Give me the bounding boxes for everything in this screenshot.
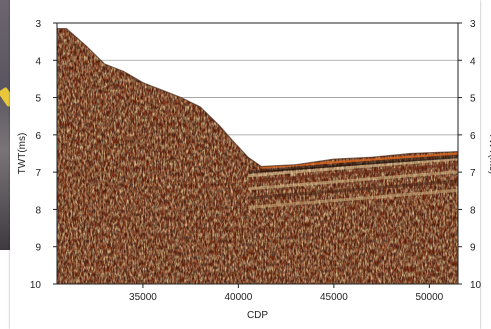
x-tick-label: 50000 [415, 292, 443, 303]
sediment-band [247, 162, 458, 183]
y-tick-label-left: 4 [35, 56, 41, 67]
y-tick-label-left: 7 [35, 168, 41, 179]
y-tick-label-left: 5 [35, 94, 41, 105]
sediment-band [247, 170, 458, 191]
x-tick-label: 40000 [224, 292, 252, 303]
sediment-band [247, 179, 458, 200]
x-tick-label: 35000 [129, 292, 157, 303]
seafloor-line [56, 27, 459, 168]
y-tick-label-right: 3 [470, 19, 476, 30]
y-tick-label-right: 5 [470, 94, 476, 105]
y-tick-label-right: 8 [470, 205, 476, 216]
plot-border [56, 22, 459, 285]
seafloor-reflector-dark [261, 156, 458, 173]
y-tick-label-left: 3 [35, 19, 41, 30]
y-tick-label-right: 6 [470, 131, 476, 142]
y-tick-label-right: 9 [470, 243, 476, 254]
plot-area [56, 23, 459, 284]
seafloor-reflector [261, 152, 458, 169]
axes: 3 3 4 4 5 5 6 6 7 7 8 8 9 9 10 10 35000 40000 45000 50000 CD… [17, 19, 491, 321]
sediment-band [247, 157, 458, 178]
y-tick-label-left: 10 [30, 280, 42, 291]
y-tick-label-left: 9 [35, 243, 41, 254]
y-tick-label-left: 6 [35, 131, 41, 142]
y-axis-label-right: TWT(ms) [487, 133, 491, 175]
y-tick-label-right: 10 [470, 280, 482, 291]
y-tick-label-right: 4 [470, 56, 476, 67]
y-axis-label: TWT(ms) [17, 133, 28, 175]
x-tick-label: 45000 [320, 292, 348, 303]
sediment-band [247, 188, 458, 209]
y-tick-label-right: 7 [470, 168, 476, 179]
x-axis-label: CDP [247, 310, 268, 321]
y-tick-label-left: 8 [35, 205, 41, 216]
